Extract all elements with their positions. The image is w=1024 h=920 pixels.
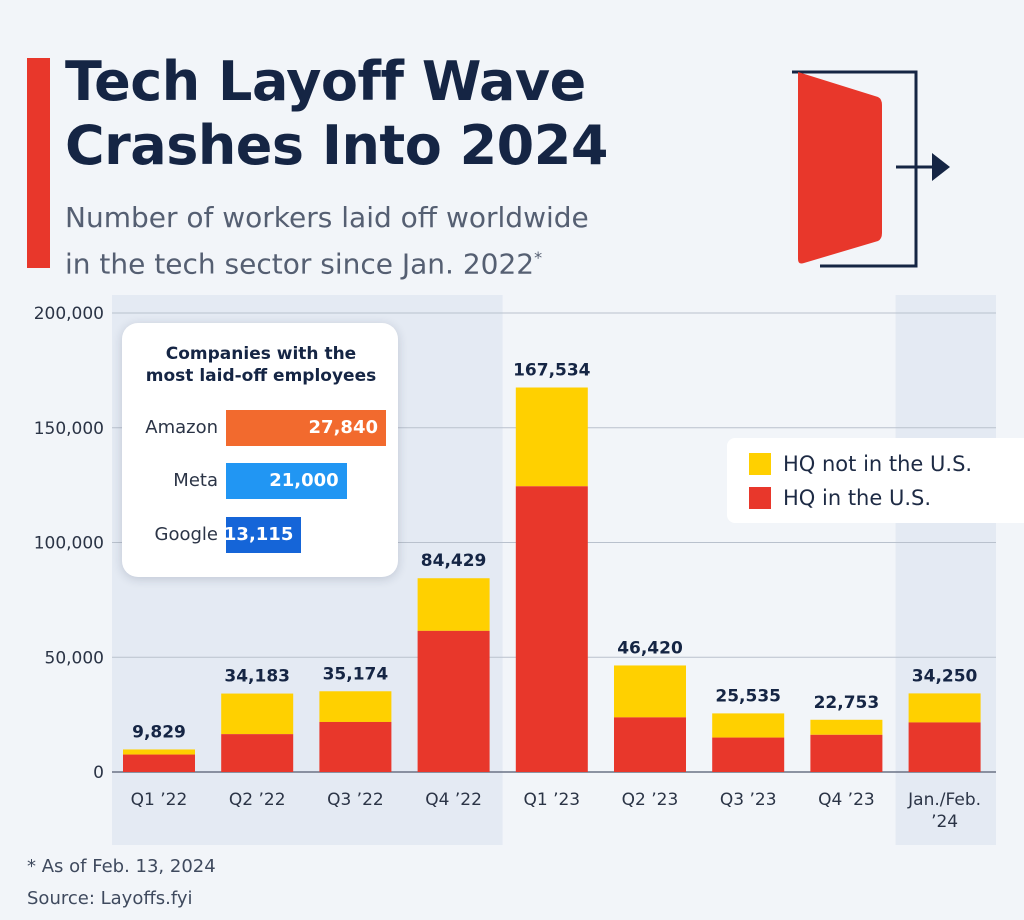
inset-company-name: Meta (173, 470, 218, 491)
inset-company-name: Google (154, 524, 218, 545)
legend-item-us: HQ in the U.S. (749, 486, 931, 510)
bar-segment-hq-not-in-us (614, 665, 686, 718)
source-note: Source: Layoffs.fyi (27, 888, 193, 909)
inset-title: Companies with the most laid-off employe… (122, 343, 400, 387)
inset-company-name: Amazon (145, 417, 218, 438)
legend-swatch-us (749, 487, 771, 509)
bar-total-label: 35,174 (323, 664, 389, 684)
x-category-label: Q1 ’23 (523, 790, 580, 810)
title-line-1: Tech Layoff Wave (65, 50, 586, 113)
inset-bar-value: 27,840 (308, 417, 378, 438)
bar-segment-hq-in-us (712, 737, 785, 772)
accent-bar (27, 58, 50, 268)
bar-total-label: 167,534 (513, 361, 591, 381)
subtitle-asterisk: * (534, 248, 543, 267)
bar-segment-hq-in-us (417, 630, 490, 772)
inset-row-meta: Meta 21,000 (122, 463, 398, 499)
x-category-label: Jan./Feb. (907, 790, 981, 810)
title-line-2: Crashes Into 2024 (65, 114, 608, 177)
bar-total-label: 46,420 (617, 638, 683, 658)
bar-segment-hq-in-us (614, 717, 686, 772)
footnote: * As of Feb. 13, 2024 (27, 856, 216, 877)
subtitle-line-1: Number of workers laid off worldwide (65, 201, 589, 234)
subtitle-line-2: in the tech sector since Jan. 2022 (65, 247, 535, 281)
x-category-label: Q3 ’22 (327, 790, 384, 810)
legend-item-non-us: HQ not in the U.S. (749, 452, 972, 476)
bar-segment-hq-in-us (319, 721, 392, 772)
bar-total-label: 25,535 (715, 686, 781, 706)
top-companies-card: Companies with the most laid-off employe… (122, 323, 398, 577)
bar-total-label: 84,429 (421, 551, 487, 571)
inset-bar-value: 13,115 (223, 524, 294, 545)
x-category-label: Q3 ’23 (720, 790, 777, 810)
bar-segment-hq-in-us (908, 722, 981, 772)
y-tick-label: 200,000 (34, 304, 104, 324)
bar-segment-hq-in-us (221, 734, 294, 772)
bar-segment-hq-in-us (810, 734, 883, 772)
legend-label-non-us: HQ not in the U.S. (783, 452, 973, 476)
inset-row-google: Google 13,115 (122, 517, 398, 553)
x-category-label: Q2 ’22 (229, 790, 286, 810)
bar-total-label: 22,753 (814, 693, 880, 713)
inset-title-line-2: most laid-off employees (145, 366, 377, 386)
legend-label-us: HQ in the U.S. (783, 486, 932, 510)
bar-segment-hq-in-us (515, 486, 588, 772)
bar-segment-hq-in-us (123, 754, 195, 772)
bar-segment-hq-not-in-us (515, 387, 588, 487)
bar-segment-hq-not-in-us (712, 713, 785, 738)
bar-total-label: 34,250 (912, 666, 978, 686)
x-category-label: Q2 ’23 (622, 790, 679, 810)
x-category-label: ’24 (931, 812, 958, 832)
inset-bar-amazon: 27,840 (226, 410, 386, 446)
bar-segment-hq-not-in-us (417, 578, 490, 631)
y-tick-label: 0 (93, 763, 104, 783)
inset-bar-meta: 21,000 (226, 463, 347, 499)
inset-title-line-1: Companies with the (165, 344, 357, 364)
y-tick-label: 50,000 (45, 648, 104, 668)
chart-title: Tech Layoff Wave Crashes Into 2024 (65, 50, 608, 178)
bar-segment-hq-not-in-us (319, 691, 392, 722)
y-tick-label: 100,000 (34, 534, 104, 554)
bar-segment-hq-not-in-us (908, 693, 981, 723)
bars (123, 387, 981, 772)
inset-bar-google: 13,115 (223, 517, 302, 553)
x-category-label: Q1 ’22 (131, 790, 188, 810)
exit-door-icon (792, 70, 950, 268)
bar-segment-hq-not-in-us (123, 749, 195, 755)
bar-segment-hq-not-in-us (810, 719, 883, 735)
x-category-label: Q4 ’22 (425, 790, 482, 810)
bar-segment-hq-not-in-us (221, 693, 294, 735)
bar-total-label: 34,183 (224, 667, 290, 687)
legend: HQ not in the U.S. HQ in the U.S. (727, 438, 1024, 523)
chart-subtitle: Number of workers laid off worldwide in … (65, 198, 589, 284)
inset-bar-value: 21,000 (269, 470, 339, 491)
inset-row-amazon: Amazon 27,840 (122, 410, 398, 446)
labels: 0 50,000 100,000 150,000 200,000 9,829 Q1 ’22 3… (34, 304, 981, 832)
x-category-label: Q4 ’23 (818, 790, 875, 810)
bar-total-label: 9,829 (132, 722, 186, 742)
y-tick-label: 150,000 (34, 419, 104, 439)
legend-swatch-non-us (749, 453, 771, 475)
